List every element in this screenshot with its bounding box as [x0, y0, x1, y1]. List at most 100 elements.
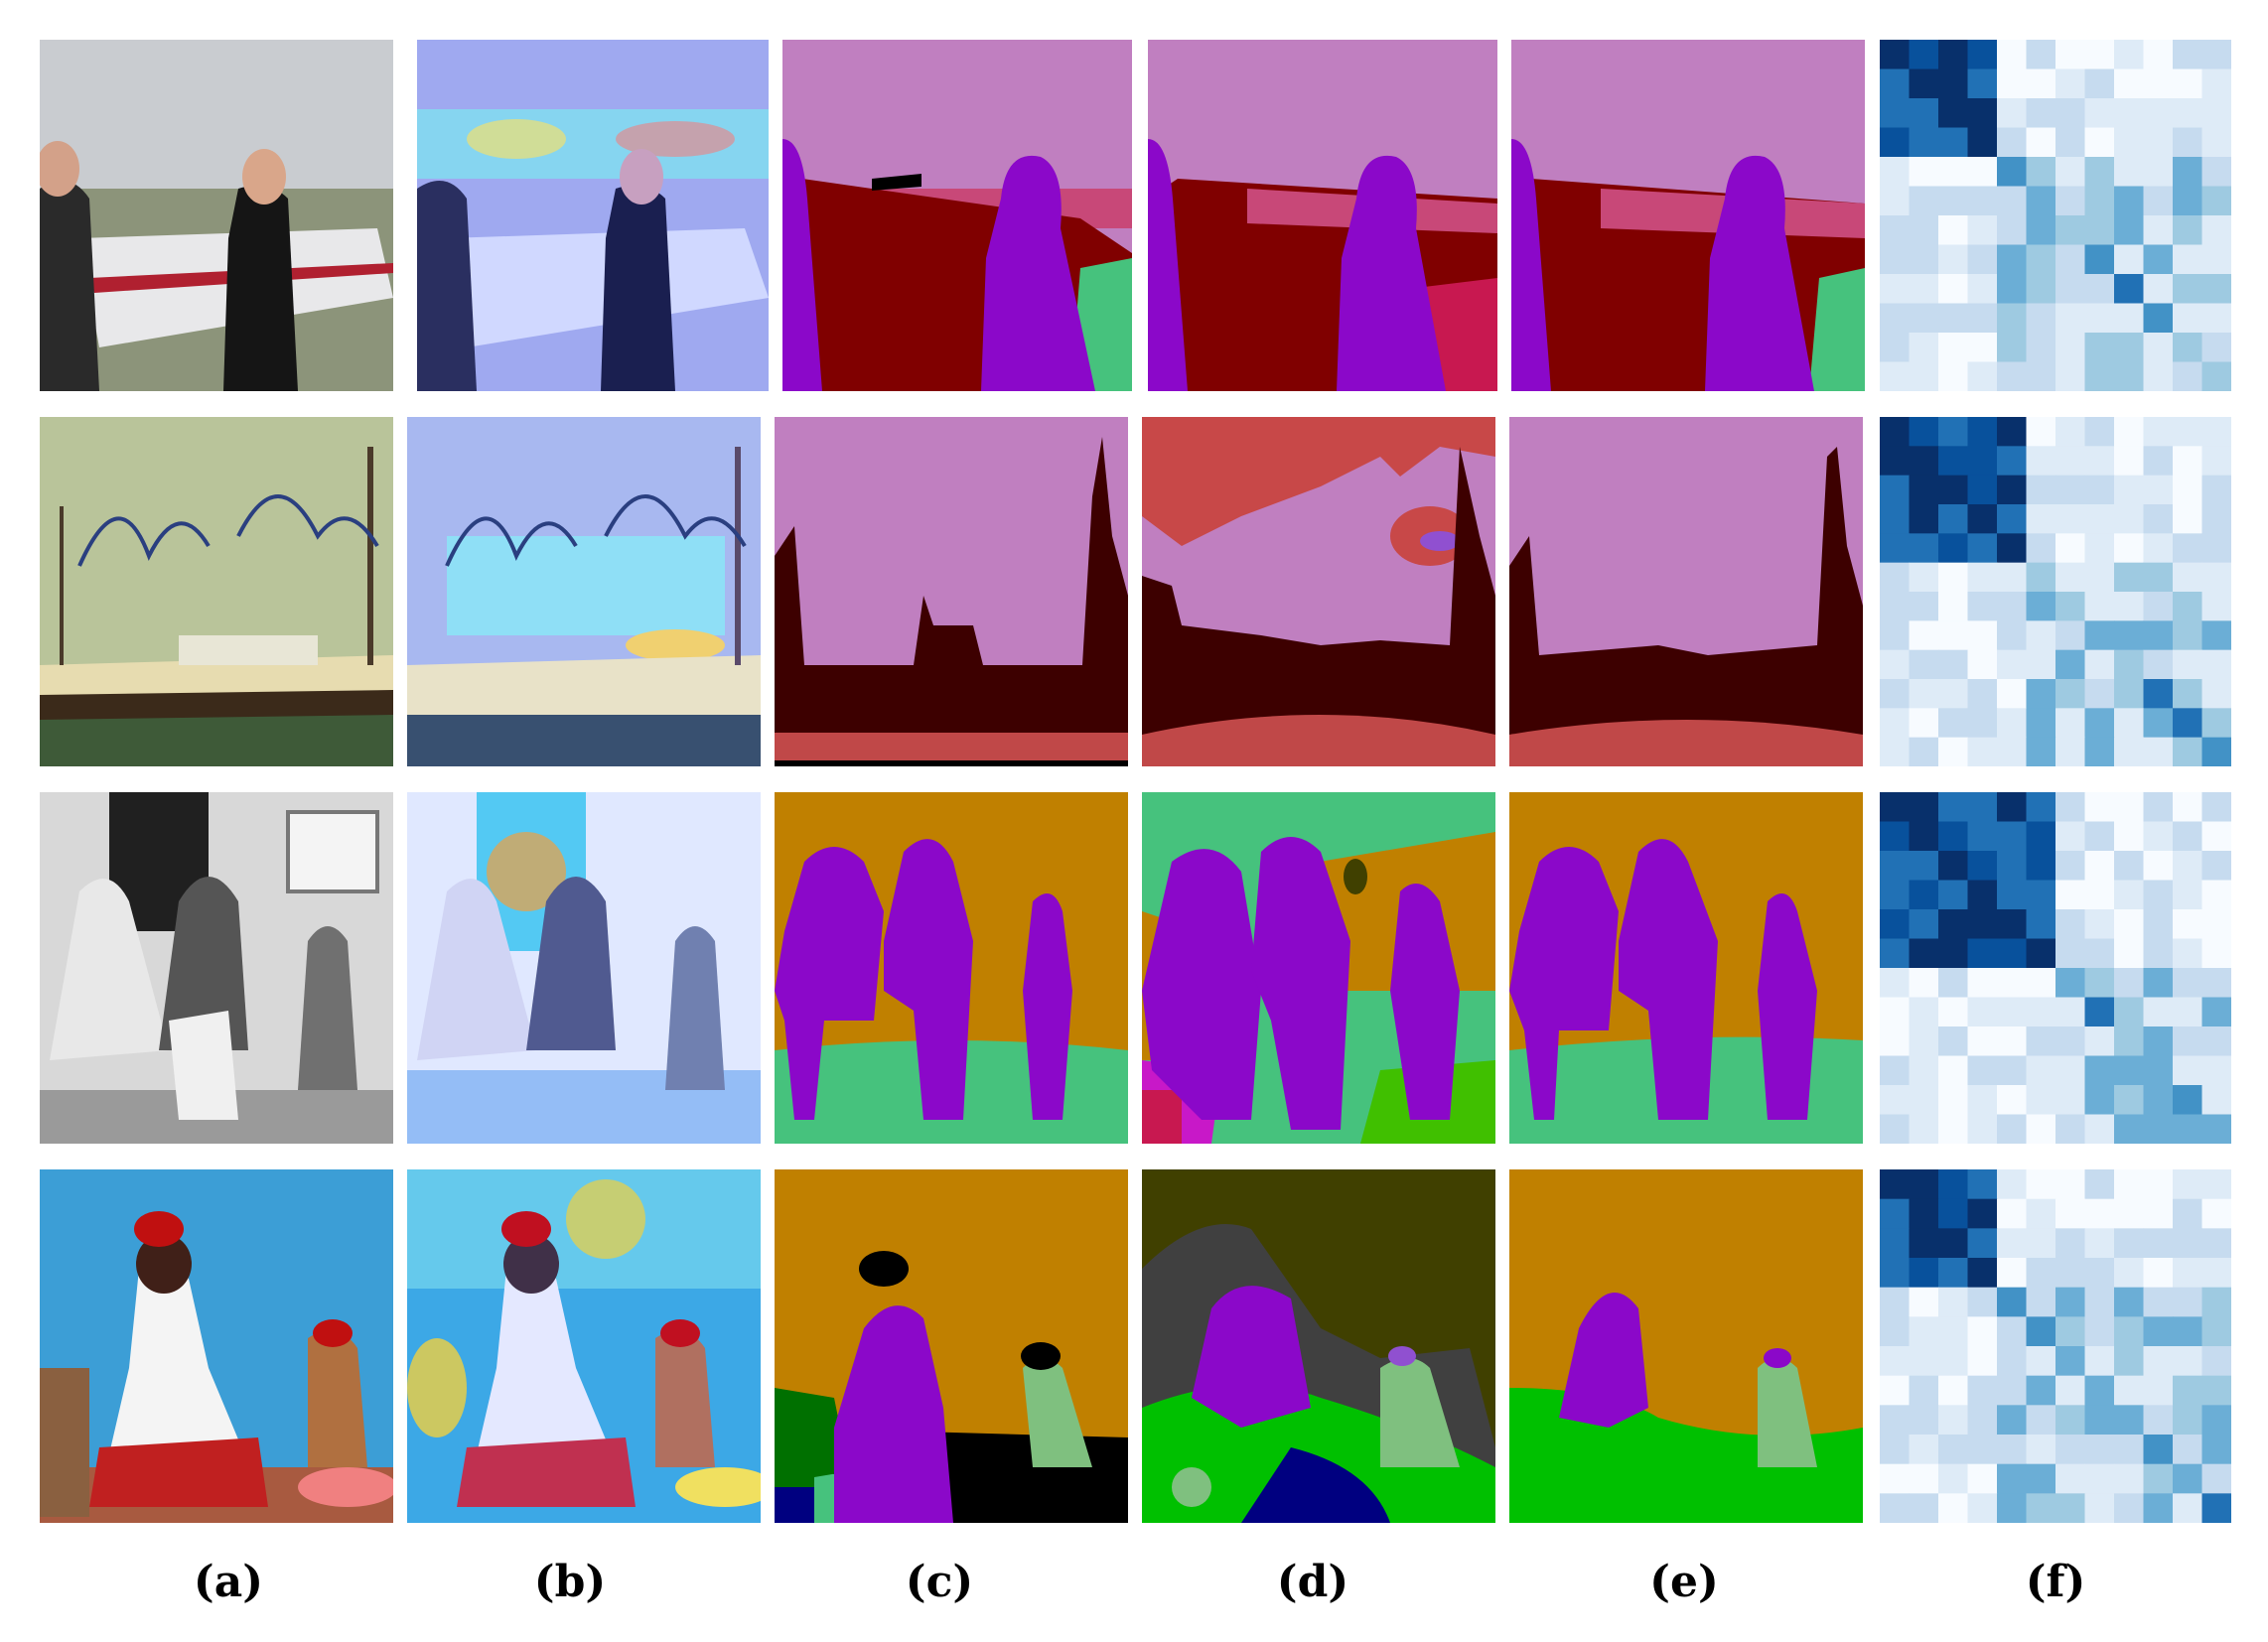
affinity-cell — [1880, 1228, 1911, 1259]
affinity-cell — [1997, 938, 2028, 969]
affinity-cell — [2026, 215, 2056, 246]
affinity-cell — [2143, 68, 2174, 99]
affinity-cell — [2055, 997, 2086, 1027]
affinity-cell — [1880, 649, 1911, 680]
affinity-cell — [1880, 1026, 1911, 1057]
affinity-cell — [1938, 504, 1969, 534]
affinity-cell — [1909, 215, 1939, 246]
affinity-cell — [2026, 1228, 2056, 1259]
affinity-cell — [1938, 127, 1969, 158]
affinity-cell — [1967, 909, 1998, 940]
affinity-cell — [1880, 274, 1911, 305]
affinity-cell — [2201, 274, 2231, 305]
affinity-cell — [1967, 1169, 1998, 1200]
affinity-cell — [1967, 1346, 1998, 1377]
affinity-cell — [2201, 68, 2231, 99]
affinity-cell — [1967, 1055, 1998, 1086]
affinity-cell — [2173, 880, 2203, 910]
column-label-c: (c) — [905, 1557, 974, 1607]
affinity-cell — [2201, 504, 2231, 534]
affinity-cell — [2173, 1316, 2203, 1347]
affinity-cell — [2055, 1287, 2086, 1317]
affinity-cell — [2084, 446, 2115, 477]
affinity-cell — [2143, 1055, 2174, 1086]
affinity-cell — [1880, 1493, 1911, 1523]
affinity-cell — [2084, 1258, 2115, 1289]
affinity-cell — [2173, 792, 2203, 823]
affinity-cell — [2026, 1169, 2056, 1200]
affinity-cell — [2201, 821, 2231, 852]
affinity-cell — [2114, 968, 2145, 999]
affinity-cell — [2055, 649, 2086, 680]
affinity-cell — [2114, 186, 2145, 216]
affinity-cell — [1909, 533, 1939, 564]
affinity-cell — [2084, 1026, 2115, 1057]
affinity-cell — [2173, 98, 2203, 129]
affinity-cell — [1997, 475, 2028, 505]
affinity-cell — [2173, 127, 2203, 158]
affinity-cell — [2055, 475, 2086, 505]
affinity-cell — [1909, 446, 1939, 477]
affinity-cell — [2084, 1228, 2115, 1259]
column-label-d: (d) — [1276, 1557, 1349, 1607]
affinity-cell — [1938, 968, 1969, 999]
affinity-cell — [1997, 274, 2028, 305]
affinity-cell — [2143, 1228, 2174, 1259]
affinity-cell — [1880, 98, 1911, 129]
affinity-cell — [1967, 1287, 1998, 1317]
affinity-cell — [1967, 274, 1998, 305]
affinity-cell — [2143, 620, 2174, 651]
affinity-cell — [1997, 504, 2028, 534]
affinity-cell — [2173, 708, 2203, 739]
affinity-cell — [2084, 333, 2115, 363]
affinity-cell — [2084, 244, 2115, 275]
affinity-cell — [2084, 361, 2115, 391]
affinity-cell — [1880, 186, 1911, 216]
affinity-cell — [1909, 880, 1939, 910]
row2-affinity-matrix — [1880, 417, 2231, 766]
affinity-cell — [2026, 880, 2056, 910]
affinity-cell — [1967, 1026, 1998, 1057]
affinity-cell — [2055, 98, 2086, 129]
affinity-cell — [2201, 1198, 2231, 1229]
affinity-cell — [1967, 679, 1998, 709]
affinity-cell — [2173, 417, 2203, 447]
affinity-cell — [1938, 1258, 1969, 1289]
affinity-cell — [2173, 1228, 2203, 1259]
affinity-cell — [1909, 68, 1939, 99]
affinity-cell — [2055, 333, 2086, 363]
affinity-cell — [2026, 1198, 2056, 1229]
affinity-cell — [2114, 1258, 2145, 1289]
affinity-cell — [2114, 1169, 2145, 1200]
affinity-cell — [2055, 968, 2086, 999]
affinity-cell — [1880, 997, 1911, 1027]
affinity-cell — [1967, 708, 1998, 739]
affinity-cell — [2026, 504, 2056, 534]
affinity-cell — [2201, 1026, 2231, 1057]
affinity-cell — [2114, 68, 2145, 99]
affinity-cell — [2201, 303, 2231, 334]
affinity-cell — [2201, 40, 2231, 70]
affinity-cell — [2173, 968, 2203, 999]
affinity-cell — [1967, 1463, 1998, 1494]
affinity-cell — [1909, 620, 1939, 651]
affinity-cell — [1997, 303, 2028, 334]
column-label-b: (b) — [533, 1557, 607, 1607]
affinity-cell — [2026, 1316, 2056, 1347]
affinity-cell — [2143, 417, 2174, 447]
affinity-cell — [1967, 68, 1998, 99]
affinity-cell — [1938, 1405, 1969, 1436]
affinity-cell — [2201, 475, 2231, 505]
affinity-cell — [1997, 1405, 2028, 1436]
affinity-cell — [1880, 851, 1911, 882]
affinity-cell — [1880, 127, 1911, 158]
affinity-cell — [1967, 792, 1998, 823]
affinity-cell — [2026, 792, 2056, 823]
affinity-cell — [2084, 1493, 2115, 1523]
affinity-cell — [2055, 938, 2086, 969]
row4-ground-truth — [775, 1169, 1128, 1523]
affinity-cell — [1997, 1435, 2028, 1465]
affinity-cell — [1909, 1493, 1939, 1523]
affinity-cell — [2173, 446, 2203, 477]
affinity-cell — [1880, 1346, 1911, 1377]
